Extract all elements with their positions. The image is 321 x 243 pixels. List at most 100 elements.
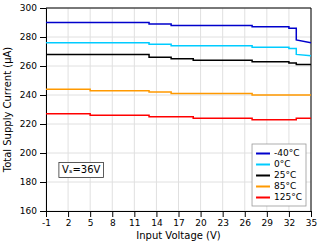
- tick-label: 160: [20, 206, 37, 216]
- tick-mark: [134, 211, 135, 217]
- legend-item: 125°C: [256, 192, 302, 202]
- tick-mark: [223, 211, 224, 217]
- plot-area: -1 2 5 8 11 14 17 20 23 26 29 32 35 160 180 200 220 240 26…: [2, 3, 317, 241]
- tick: 180: [20, 177, 46, 187]
- chart: -1 2 5 8 11 14 17 20 23 26 29 32 35 160 180 200 220 240 26…: [0, 0, 321, 243]
- tick-mark: [245, 211, 246, 217]
- legend-item: 85°C: [256, 181, 296, 191]
- legend-item: 0°C: [256, 159, 291, 169]
- tick: 26: [240, 211, 252, 228]
- legend-label: 85°C: [274, 181, 296, 191]
- tick: 260: [20, 61, 46, 71]
- x-axis-title: Input Voltage (V): [136, 230, 221, 241]
- tick: 280: [20, 32, 46, 42]
- grid-line-y: [46, 66, 311, 67]
- axis-domain: [47, 212, 312, 218]
- annotation-box: [59, 162, 104, 177]
- series-line: [46, 89, 311, 95]
- tick-mark: [201, 211, 202, 217]
- tick-label: 180: [20, 177, 37, 187]
- tick-label: 32: [284, 218, 295, 228]
- tick-label: 5: [88, 218, 94, 228]
- tick-label: 26: [240, 218, 252, 228]
- plot-frame: [46, 8, 311, 211]
- tick-mark: [68, 211, 69, 217]
- grid-line-x: [222, 8, 223, 211]
- grid-line-x: [90, 8, 91, 211]
- legend-swatch: [256, 164, 270, 166]
- grid: [46, 8, 311, 211]
- tick-mark: [40, 182, 46, 183]
- series-line: [46, 114, 311, 120]
- tick-label: 280: [20, 32, 37, 42]
- tick-label: 23: [217, 218, 228, 228]
- legend-label: -40°C: [274, 148, 299, 158]
- legend-items: -40°C0°C25°C85°C125°C: [256, 148, 302, 202]
- tick-label: 200: [20, 148, 37, 158]
- tick-label: 11: [129, 218, 140, 228]
- tick-mark: [179, 211, 180, 217]
- y-axis: 160 180 200 220 240 260 280 300: [20, 3, 47, 216]
- grid-line-x: [156, 8, 157, 211]
- tick-mark: [156, 211, 157, 217]
- grid-line-x: [134, 8, 135, 211]
- annotation-text: Vₛ=36V: [62, 164, 101, 175]
- y-axis-title: Total Supply Current (μA): [2, 47, 13, 174]
- tick: 5: [88, 211, 94, 228]
- tick-mark: [40, 153, 46, 154]
- grid-line-y: [46, 124, 311, 125]
- tick-mark: [40, 124, 46, 125]
- legend-box: [252, 144, 306, 206]
- tick: 14: [151, 211, 163, 228]
- tick-label: 20: [195, 218, 207, 228]
- tick-mark: [267, 211, 268, 217]
- legend: -40°C0°C25°C85°C125°C: [252, 144, 306, 206]
- legend-item: 25°C: [256, 170, 296, 180]
- tick-mark: [90, 211, 91, 217]
- tick-mark: [112, 211, 113, 217]
- legend-item: -40°C: [256, 148, 299, 158]
- series-line: [46, 23, 311, 43]
- tick-mark: [289, 211, 290, 217]
- tick-label: 29: [262, 218, 274, 228]
- legend-swatch: [256, 175, 270, 177]
- tick: 220: [20, 119, 46, 129]
- tick: 29: [262, 211, 274, 228]
- tick-mark: [40, 8, 46, 9]
- tick: 160: [20, 206, 46, 216]
- tick: 300: [20, 3, 46, 13]
- tick: 240: [20, 90, 46, 100]
- tick: 17: [173, 211, 184, 228]
- grid-line-y: [46, 37, 311, 38]
- series-group: [46, 23, 311, 120]
- legend-label: 125°C: [274, 192, 302, 202]
- tick: 11: [129, 211, 140, 228]
- grid-line-x: [178, 8, 179, 211]
- tick-mark: [40, 211, 46, 212]
- tick-label: 17: [173, 218, 184, 228]
- tick-label: -1: [42, 218, 51, 228]
- tick: 2: [66, 211, 72, 228]
- tick: 23: [217, 211, 228, 228]
- tick-label: 14: [151, 218, 163, 228]
- tick-label: 8: [110, 218, 116, 228]
- tick-mark: [40, 66, 46, 67]
- tick: 8: [110, 211, 116, 228]
- legend-label: 25°C: [274, 170, 296, 180]
- tick: 20: [195, 211, 207, 228]
- axis-domain: [40, 9, 47, 212]
- tick: -1: [42, 211, 51, 228]
- x-axis: -1 2 5 8 11 14 17 20 23 26 29 32 35: [42, 211, 317, 228]
- tick-mark: [311, 211, 312, 217]
- grid-line-x: [200, 8, 201, 211]
- tick-label: 220: [20, 119, 37, 129]
- tick: 35: [306, 211, 317, 228]
- tick: 200: [20, 148, 46, 158]
- legend-swatch: [256, 153, 270, 155]
- tick: 32: [284, 211, 295, 228]
- legend-swatch: [256, 197, 270, 199]
- tick-mark: [40, 95, 46, 96]
- tick-label: 260: [20, 61, 37, 71]
- tick-label: 300: [20, 3, 37, 13]
- tick-label: 240: [20, 90, 37, 100]
